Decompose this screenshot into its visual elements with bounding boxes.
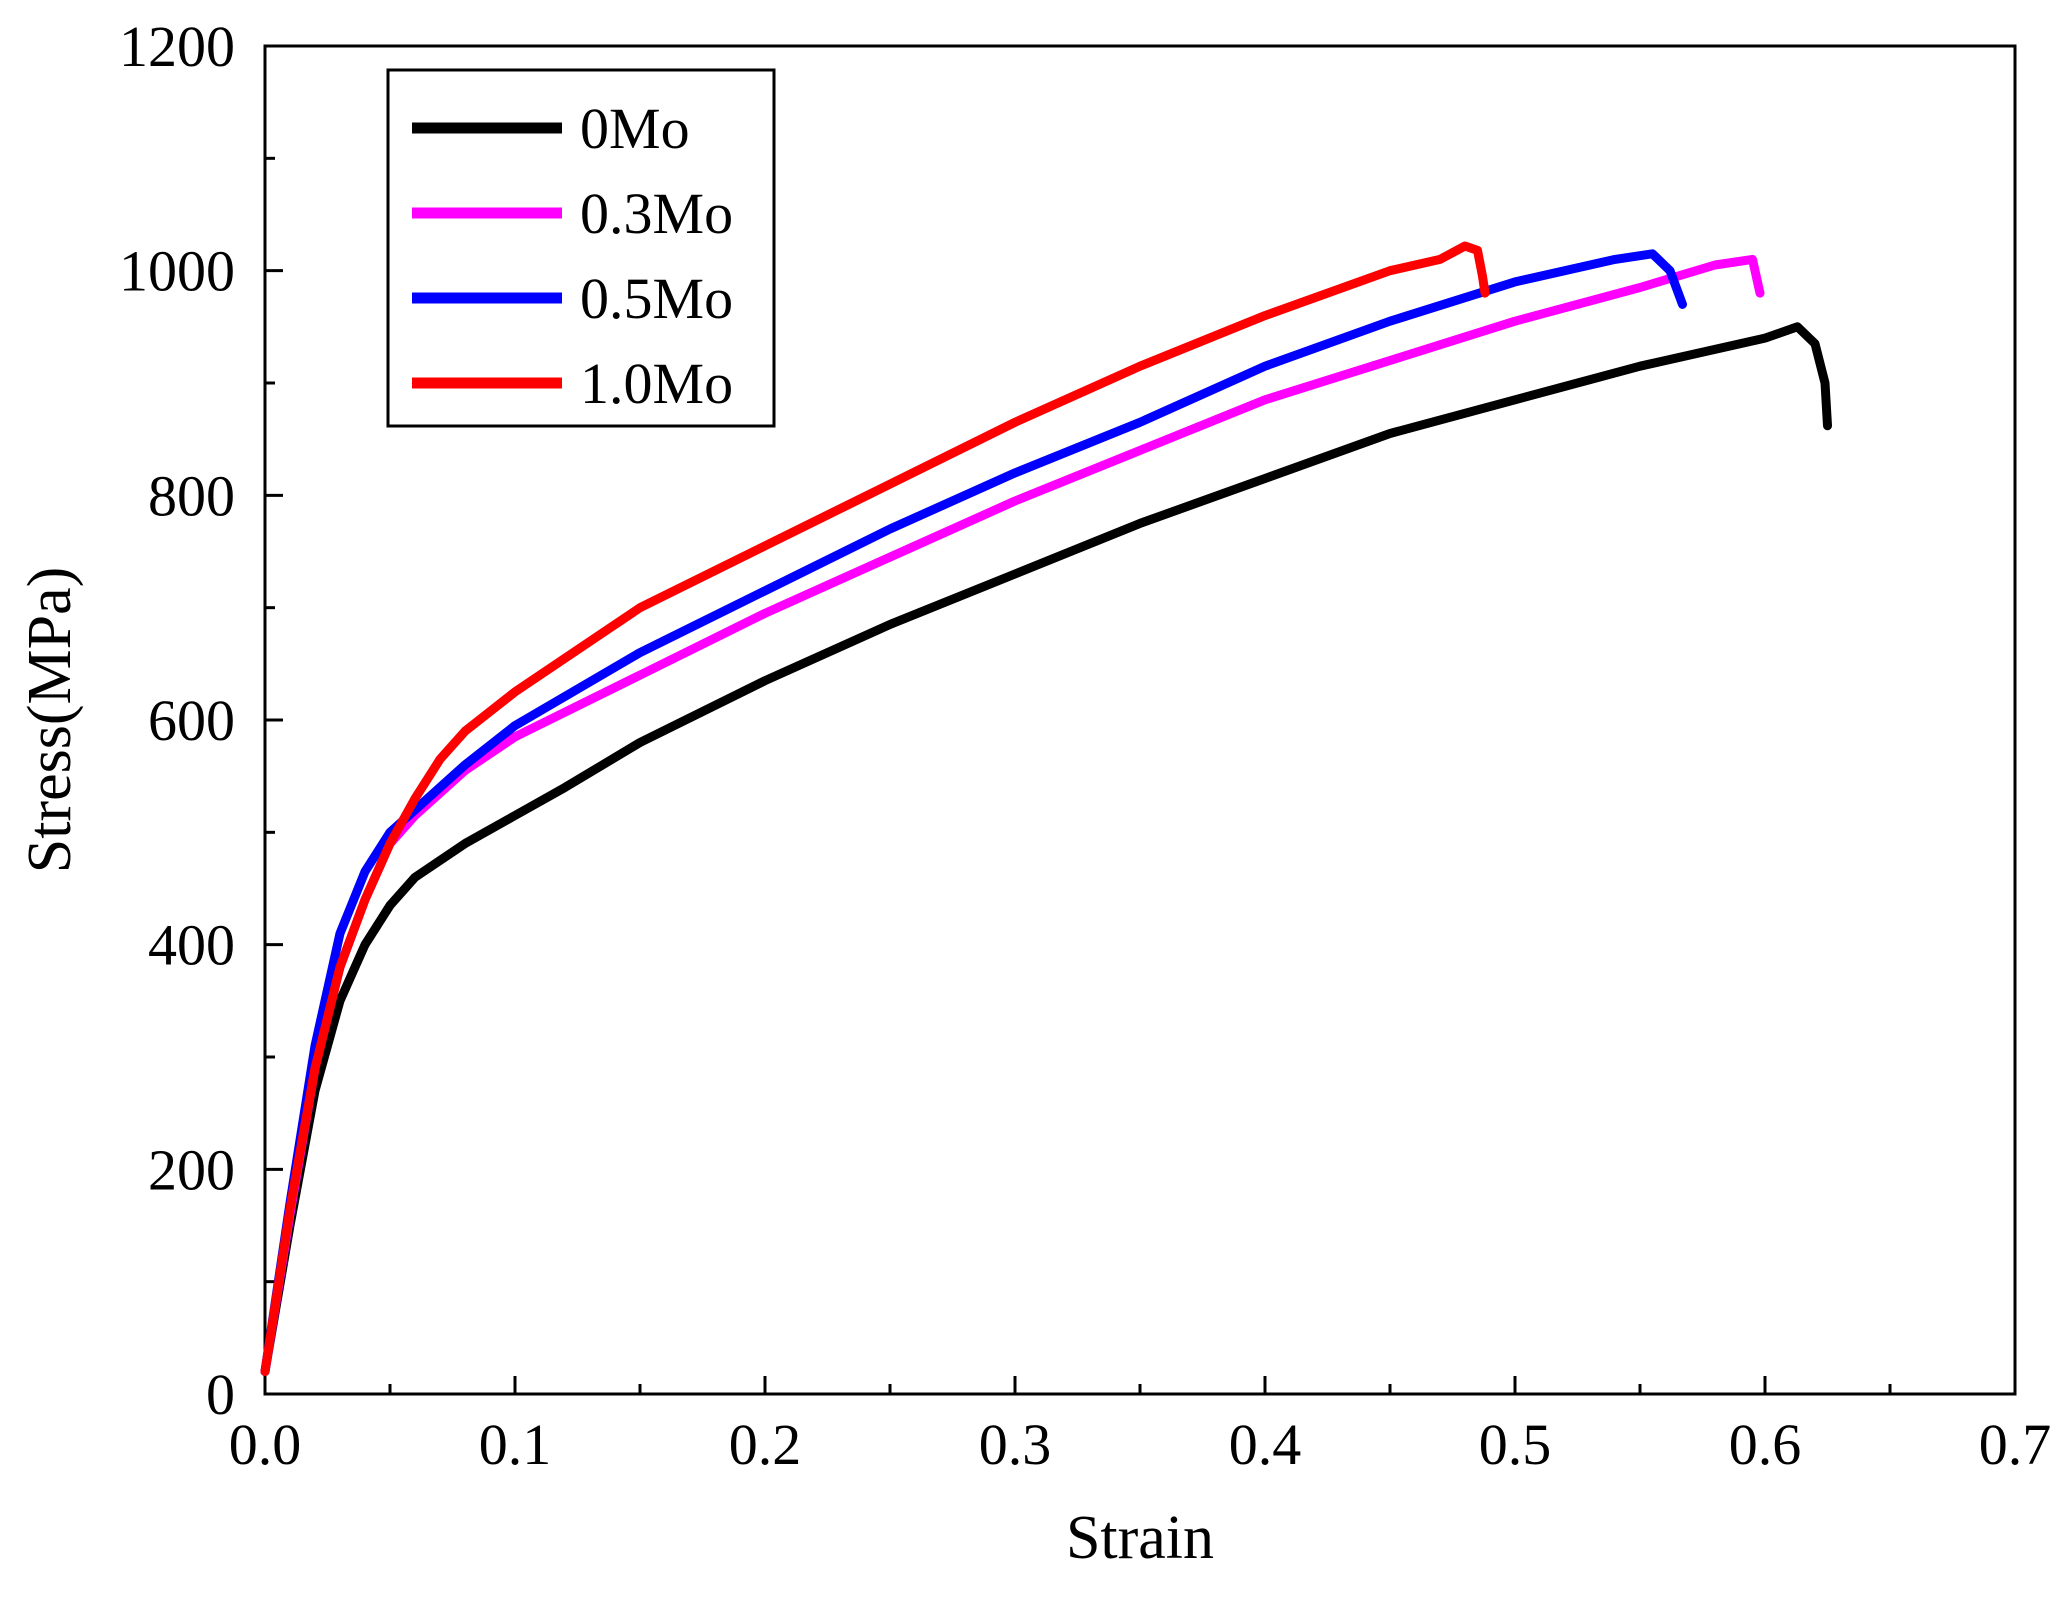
y-tick-label: 400: [148, 913, 235, 978]
y-tick-label: 1000: [119, 239, 235, 304]
y-tick-label: 1200: [119, 14, 235, 79]
x-tick-label: 0.6: [1729, 1412, 1802, 1477]
x-tick-label: 0.4: [1229, 1412, 1302, 1477]
y-axis-title: Stress(MPa): [16, 567, 84, 874]
x-tick-label: 0.2: [729, 1412, 802, 1477]
y-tick-label: 800: [148, 463, 235, 528]
series-line-0.5Mo: [260, 249, 1687, 1376]
series-line-1.0Mo: [260, 241, 1490, 1376]
y-axis: 0 200 400 600 800 1000 1200: [119, 14, 283, 1427]
x-tick-label: 0.3: [979, 1412, 1052, 1477]
y-tick-label: 200: [148, 1137, 235, 1202]
x-tick-label: 0.1: [479, 1412, 552, 1477]
y-tick-label: 600: [148, 688, 235, 753]
legend-label-0.5Mo: 0.5Mo: [580, 266, 733, 331]
legend-label-0Mo: 0Mo: [580, 96, 690, 161]
x-axis-title: Strain: [1066, 1504, 1214, 1572]
x-axis: 0.0 0.1 0.2 0.3 0.4 0.5 0.6 0.7: [229, 1376, 2052, 1477]
x-tick-label: 0.7: [1979, 1412, 2052, 1477]
legend: 0Mo 0.3Mo 0.5Mo 1.0Mo: [386, 68, 776, 428]
legend-label-0.3Mo: 0.3Mo: [580, 181, 733, 246]
series-line-0Mo: [260, 322, 1832, 1376]
data-series: [260, 241, 1832, 1376]
x-tick-label: 0.0: [229, 1412, 302, 1477]
legend-label-1.0Mo: 1.0Mo: [580, 351, 733, 416]
y-tick-label: 0: [206, 1362, 235, 1427]
x-tick-label: 0.5: [1479, 1412, 1552, 1477]
